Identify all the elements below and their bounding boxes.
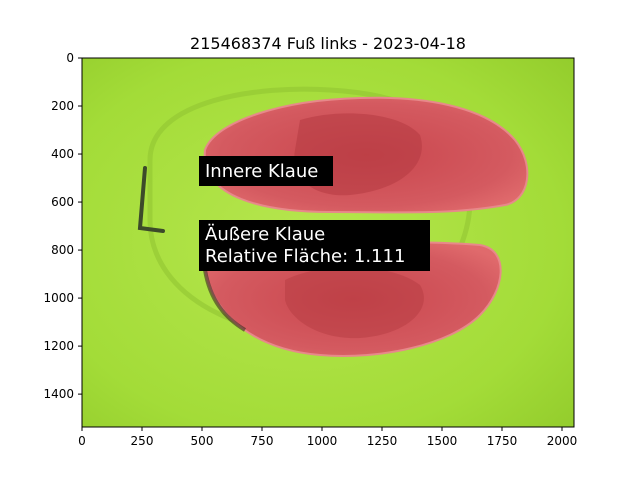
y-tick-label: 400	[51, 147, 74, 161]
label-inner-claw: Innere Klaue	[205, 161, 318, 182]
x-tick-label: 750	[251, 434, 274, 448]
label-box-outer	[199, 220, 430, 271]
x-tick-label: 1500	[427, 434, 458, 448]
label-outer-claw: Äußere Klaue	[205, 224, 325, 245]
y-axis: 0 200 400 600 800 1000 1200 1400	[43, 51, 82, 401]
y-tick-label: 600	[51, 195, 74, 209]
x-tick-label: 0	[78, 434, 86, 448]
y-tick-label: 0	[66, 51, 74, 65]
outer-claw-texture	[285, 267, 424, 339]
label-relative-area: Relative Fläche: 1.111	[205, 246, 405, 267]
y-tick-label: 800	[51, 243, 74, 257]
marker-letter-l	[137, 166, 165, 233]
y-tick-label: 1000	[43, 291, 74, 305]
photo: Innere Klaue Äußere Klaue Relative Fläch…	[82, 58, 574, 427]
outer-claw-dark-edge	[203, 269, 247, 332]
x-axis: 0 250 500 750 1000 1250 1500 1750 2000	[78, 427, 577, 448]
figure-title: 215468374 Fuß links - 2023-04-18	[190, 34, 466, 53]
y-tick-label: 1200	[43, 339, 74, 353]
x-tick-label: 1000	[307, 434, 338, 448]
y-tick-label: 200	[51, 99, 74, 113]
x-tick-label: 1250	[367, 434, 398, 448]
x-tick-label: 500	[191, 434, 214, 448]
label-box-inner	[199, 156, 333, 186]
x-tick-label: 2000	[547, 434, 578, 448]
y-tick-label: 1400	[43, 387, 74, 401]
x-tick-label: 250	[131, 434, 154, 448]
x-tick-label: 1750	[487, 434, 518, 448]
axes-frame	[81, 57, 575, 428]
